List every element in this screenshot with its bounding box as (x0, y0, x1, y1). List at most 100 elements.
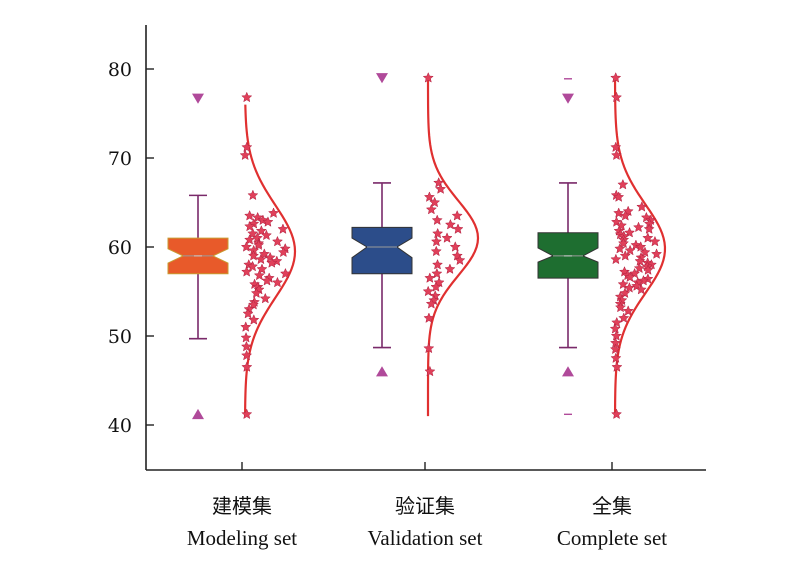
data-point (247, 298, 260, 310)
data-point (610, 141, 622, 153)
data-point (271, 235, 284, 247)
max-marker (376, 73, 388, 84)
data-point (239, 149, 251, 161)
data-point (622, 305, 634, 316)
data-point (241, 141, 253, 153)
data-point (241, 408, 253, 420)
box (351, 226, 413, 275)
data-point (250, 287, 262, 299)
data-point (610, 149, 623, 161)
data-point (441, 232, 453, 243)
data-point (611, 316, 623, 328)
data-point (261, 274, 273, 286)
data-point (610, 91, 623, 103)
data-point (277, 223, 289, 234)
category-label-en: Validation set (368, 526, 483, 550)
data-point (609, 343, 621, 355)
data-point (244, 209, 256, 221)
data-point (610, 352, 622, 363)
data-point (618, 312, 630, 323)
data-point (614, 242, 626, 254)
data-point (432, 227, 444, 239)
data-point (279, 267, 292, 279)
data-point (642, 264, 654, 275)
data-point (247, 227, 259, 239)
axes: 40 50 60 70 80 (108, 25, 706, 471)
max-marker (192, 93, 204, 104)
data-point (422, 285, 434, 297)
data-point (277, 246, 289, 258)
data-point (454, 254, 466, 266)
data-point (260, 229, 272, 241)
data-point (639, 246, 651, 258)
category-labels: 建模集 Modeling set 验证集 Validation set 全集 Comple… (187, 494, 667, 550)
data-point (425, 298, 437, 309)
data-point (649, 235, 661, 247)
data-point (255, 225, 267, 236)
data-point (619, 250, 631, 261)
data-point (635, 283, 647, 295)
data-point (423, 342, 435, 354)
data-point (624, 244, 636, 256)
data-point (266, 257, 278, 268)
data-point (240, 340, 253, 352)
min-marker (376, 366, 388, 377)
data-point (611, 361, 623, 372)
data-point (430, 281, 442, 292)
data-point (248, 314, 260, 325)
data-point (613, 191, 625, 202)
data-point (444, 263, 456, 274)
plot-area (167, 72, 667, 420)
data-point (267, 207, 280, 218)
data-point (430, 245, 442, 257)
data-point (444, 218, 456, 230)
data-point (610, 253, 622, 265)
category-label-en: Modeling set (187, 526, 297, 550)
data-point (643, 223, 655, 234)
y-tick-label: 80 (108, 59, 132, 81)
data-point (422, 72, 434, 83)
data-point (431, 214, 443, 226)
data-point (449, 241, 461, 252)
data-point (431, 258, 444, 270)
data-point (632, 221, 645, 233)
data-point (259, 292, 271, 304)
data-point (431, 267, 443, 279)
data-point (617, 237, 630, 249)
min-marker (562, 366, 574, 377)
y-tick-label: 50 (108, 326, 132, 348)
data-point (255, 253, 267, 265)
data-point (650, 248, 663, 259)
data-point (240, 331, 252, 343)
data-point (430, 235, 442, 247)
data-point (253, 239, 265, 250)
data-point (242, 307, 254, 319)
category-label-zh: 验证集 (395, 494, 455, 518)
y-tick-label: 70 (108, 148, 132, 170)
category-label-zh: 建模集 (212, 494, 272, 518)
data-point (251, 232, 263, 243)
data-point (244, 220, 256, 232)
data-point (634, 255, 646, 266)
data-point (262, 216, 274, 227)
data-point (435, 183, 447, 194)
max-marker (562, 93, 574, 104)
data-point (623, 282, 635, 293)
data-point (633, 262, 645, 274)
data-point (244, 234, 256, 245)
data-point (271, 276, 284, 288)
data-point (610, 72, 622, 83)
category-label-en: Complete set (557, 526, 667, 550)
data-point (619, 209, 631, 221)
data-point (610, 408, 623, 420)
data-point (617, 178, 629, 190)
data-point (451, 209, 463, 221)
data-point (635, 241, 647, 252)
data-point (240, 321, 252, 332)
data-point (425, 203, 437, 215)
data-point (253, 269, 265, 281)
category-label-zh: 全集 (592, 494, 632, 518)
data-point (241, 266, 253, 277)
y-tick-label: 60 (108, 237, 132, 259)
data-point (452, 223, 464, 234)
